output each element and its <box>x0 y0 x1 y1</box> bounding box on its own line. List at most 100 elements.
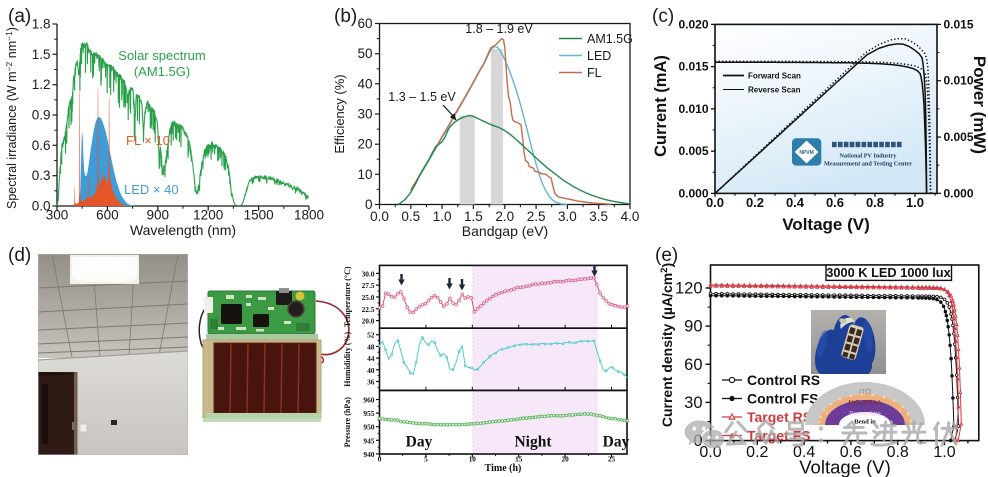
svg-text:0.3: 0.3 <box>32 168 51 183</box>
svg-text:36: 36 <box>367 378 375 387</box>
svg-text:900: 900 <box>147 208 170 223</box>
svg-text:20: 20 <box>562 455 570 463</box>
svg-text:1200: 1200 <box>193 208 223 223</box>
svg-text:Time (h): Time (h) <box>485 463 522 474</box>
svg-text:0.6: 0.6 <box>32 138 51 153</box>
svg-text:15: 15 <box>515 455 523 463</box>
svg-text:Humididity (%): Humididity (%) <box>343 332 352 387</box>
svg-text:0.4: 0.4 <box>786 195 805 210</box>
svg-text:10: 10 <box>469 455 477 463</box>
svg-text:25.0: 25.0 <box>362 293 375 302</box>
svg-text:Day: Day <box>603 434 630 451</box>
svg-text:945: 945 <box>363 436 374 445</box>
svg-text:0.015: 0.015 <box>944 17 974 31</box>
svg-text:3.5: 3.5 <box>589 209 608 224</box>
svg-text:1.8: 1.8 <box>32 17 51 32</box>
svg-text:1.2: 1.2 <box>32 77 51 92</box>
svg-text:4.0: 4.0 <box>621 209 640 224</box>
svg-text:LED × 40: LED × 40 <box>124 182 179 197</box>
svg-text:25: 25 <box>608 455 616 463</box>
svg-text:120: 120 <box>675 280 703 298</box>
svg-text:Spectral irradiance (W m−2 nm−: Spectral irradiance (W m−2 nm−1) <box>4 27 19 209</box>
svg-text:20.0: 20.0 <box>362 317 375 326</box>
svg-text:NPVM: NPVM <box>799 150 813 156</box>
svg-text:Voltage (V): Voltage (V) <box>799 457 891 477</box>
svg-text:Forward Scan: Forward Scan <box>748 72 801 81</box>
svg-text:Voltage (V): Voltage (V) <box>782 215 870 234</box>
svg-text:90: 90 <box>684 318 702 336</box>
svg-text:0.0: 0.0 <box>699 444 721 461</box>
svg-text:0.0: 0.0 <box>706 195 724 210</box>
svg-text:Measurement and Testing Center: Measurement and Testing Center <box>824 161 912 168</box>
svg-text:AM1.5G: AM1.5G <box>587 32 633 46</box>
svg-text:Temperature (°C): Temperature (°C) <box>343 266 352 327</box>
svg-text:0.000: 0.000 <box>678 186 708 200</box>
svg-text:0.6: 0.6 <box>840 444 862 461</box>
svg-text:0.6: 0.6 <box>826 195 844 210</box>
svg-text:1800: 1800 <box>294 208 324 223</box>
svg-text:0: 0 <box>365 197 373 212</box>
svg-text:3.0: 3.0 <box>558 209 577 224</box>
svg-text:1.3 – 1.5 eV: 1.3 – 1.5 eV <box>388 90 456 104</box>
svg-text:FL: FL <box>587 66 602 80</box>
svg-text:50: 50 <box>357 46 372 61</box>
svg-text:Day: Day <box>406 434 433 451</box>
svg-text:0.005: 0.005 <box>944 130 974 144</box>
svg-text:Pressure (hPa): Pressure (hPa) <box>343 397 352 447</box>
svg-text:300: 300 <box>46 208 69 223</box>
svg-text:1.0: 1.0 <box>906 195 924 210</box>
svg-text:(a): (a) <box>8 6 31 27</box>
svg-text:20: 20 <box>357 137 372 152</box>
svg-text:1.0: 1.0 <box>933 444 955 461</box>
svg-text:2.0: 2.0 <box>495 209 514 224</box>
svg-text:940: 940 <box>363 450 374 459</box>
svg-text:FL × 10: FL × 10 <box>126 133 170 148</box>
svg-text:60: 60 <box>357 16 372 31</box>
svg-text:22.5: 22.5 <box>362 305 375 314</box>
svg-text:(e): (e) <box>655 245 678 266</box>
svg-text:0: 0 <box>378 455 382 463</box>
svg-text:5: 5 <box>424 455 428 463</box>
svg-text:40: 40 <box>367 366 375 375</box>
svg-text:27.5: 27.5 <box>362 281 375 290</box>
svg-text:National PV Industry: National PV Industry <box>840 153 898 160</box>
svg-text:0.0: 0.0 <box>32 199 51 214</box>
svg-text:0.015: 0.015 <box>678 60 708 74</box>
svg-text:Target RS: Target RS <box>747 409 812 425</box>
svg-text:1.5: 1.5 <box>464 209 483 224</box>
svg-text:(c): (c) <box>652 6 674 27</box>
svg-text:0.4: 0.4 <box>793 444 815 461</box>
svg-text:Night: Night <box>514 434 552 451</box>
svg-text:(d): (d) <box>8 245 31 266</box>
svg-text:Reverse Scan: Reverse Scan <box>748 86 801 95</box>
svg-text:600: 600 <box>96 208 119 223</box>
svg-text:0.020: 0.020 <box>678 17 708 31</box>
svg-text:LED: LED <box>587 49 611 63</box>
svg-text:ITO: ITO <box>859 387 872 396</box>
svg-text:Wavelength (nm): Wavelength (nm) <box>130 222 236 238</box>
svg-text:Bend in: Bend in <box>854 419 876 426</box>
svg-text:960: 960 <box>363 396 374 405</box>
svg-text:0.2: 0.2 <box>746 195 764 210</box>
svg-text:0.010: 0.010 <box>678 102 708 116</box>
svg-text:Control FS: Control FS <box>747 391 819 407</box>
svg-text:Current (mA): Current (mA) <box>652 55 670 157</box>
svg-text:950: 950 <box>363 423 374 432</box>
svg-text:40: 40 <box>357 76 372 91</box>
svg-text:60: 60 <box>684 356 702 374</box>
svg-text:1.5: 1.5 <box>32 47 51 62</box>
svg-text:NiOx/PTAA: NiOx/PTAA <box>848 400 882 407</box>
svg-text:Current density (µA/cm2): Current density (µA/cm2) <box>659 263 675 427</box>
svg-text:0.8: 0.8 <box>887 444 909 461</box>
svg-text:3000 K LED 1000 lux: 3000 K LED 1000 lux <box>826 265 951 280</box>
svg-text:30: 30 <box>357 107 372 122</box>
svg-text:Control RS: Control RS <box>747 372 820 388</box>
svg-text:1.0: 1.0 <box>433 209 452 224</box>
svg-text:0.5: 0.5 <box>401 209 420 224</box>
svg-text:0.010: 0.010 <box>944 74 974 88</box>
svg-text:30.0: 30.0 <box>362 269 375 278</box>
svg-text:0.000: 0.000 <box>944 186 974 200</box>
svg-text:Efficiency (%): Efficiency (%) <box>332 74 347 153</box>
svg-text:0.005: 0.005 <box>678 144 708 158</box>
svg-text:(b): (b) <box>334 6 357 27</box>
